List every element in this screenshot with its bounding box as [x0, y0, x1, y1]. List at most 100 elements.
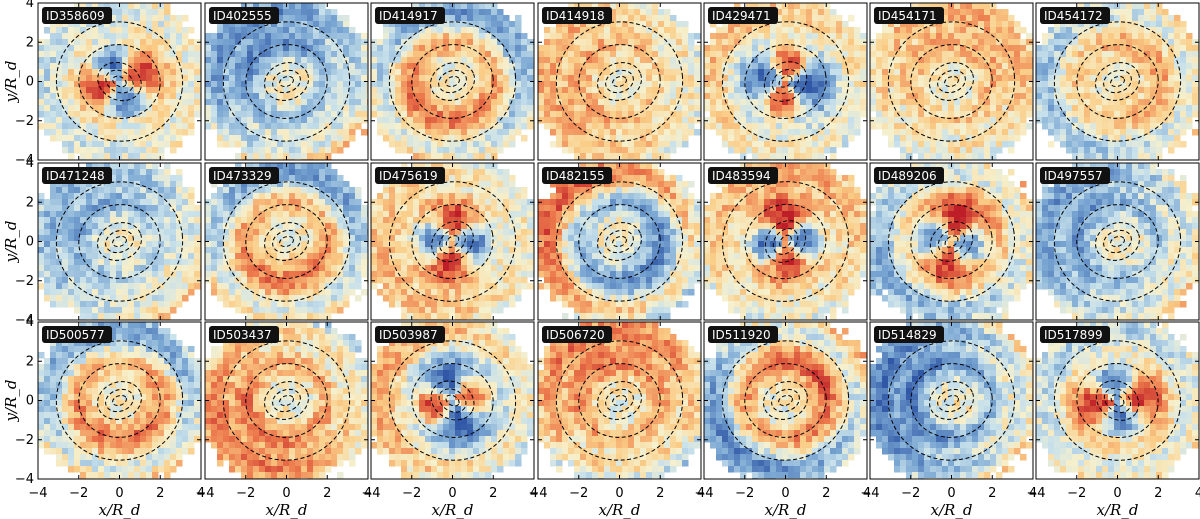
- x-axis-label: x/R_d: [99, 501, 141, 519]
- contour: [910, 204, 993, 279]
- x-tick-label: −4: [28, 486, 47, 501]
- contour: [578, 204, 661, 279]
- panel-id-text: ID454172: [1044, 9, 1103, 23]
- x-tick-label: 0: [1113, 486, 1121, 501]
- contour: [445, 235, 460, 248]
- panel-id-label: ID482155: [542, 167, 612, 184]
- y-tick-label: −4: [15, 472, 34, 487]
- panel-ID402555: ID402555: [204, 2, 369, 161]
- y-tick-label: −2: [15, 433, 34, 448]
- x-tick-label: −4: [195, 486, 214, 501]
- contour: [764, 220, 807, 263]
- contour: [279, 235, 294, 248]
- panel-ID514829: ID514829: [869, 321, 1034, 480]
- x-tick-label: 4: [197, 486, 205, 501]
- panel-id-label: ID454171: [874, 7, 944, 24]
- panel-id-text: ID473329: [213, 169, 272, 183]
- contour: [555, 340, 684, 461]
- panel-ID503987: ID503987: [370, 321, 535, 480]
- x-axis-label: x/R_d: [432, 501, 474, 519]
- panel-ID429471: ID429471: [703, 2, 868, 161]
- contour: [445, 394, 460, 407]
- y-axis-label: y/R_d: [2, 61, 20, 104]
- contour: [612, 75, 627, 88]
- contour: [1053, 340, 1182, 461]
- panel-id-label: ID414917: [375, 7, 445, 24]
- contour: [944, 75, 959, 88]
- x-tick-label: −4: [694, 486, 713, 501]
- x-tick-label: −4: [528, 486, 547, 501]
- panel-ID517899: ID517899: [1035, 321, 1200, 480]
- panel-id-label: ID503437: [209, 326, 279, 343]
- panel-ID414917: ID414917: [370, 2, 535, 161]
- contour: [78, 204, 161, 279]
- contour: [1053, 181, 1182, 302]
- contour: [555, 181, 684, 302]
- contour: [55, 21, 184, 142]
- x-tick-label: −4: [860, 486, 879, 501]
- panel-id-label: ID475619: [375, 167, 445, 184]
- y-tick-label: 2: [26, 35, 34, 50]
- x-tick-label: 2: [1154, 486, 1162, 501]
- contour: [1076, 363, 1159, 438]
- panel-ID454172: ID454172: [1035, 2, 1200, 161]
- panel-id-text: ID414917: [379, 9, 438, 23]
- y-axis-label: y/R_d: [2, 221, 20, 264]
- x-tick-label: −2: [901, 486, 920, 501]
- contour: [1103, 229, 1132, 254]
- x-tick-label: 0: [448, 486, 456, 501]
- panel-ID506720: ID506720: [537, 321, 702, 480]
- x-tick-label: 2: [822, 486, 830, 501]
- contour: [272, 69, 301, 94]
- contour: [929, 381, 974, 420]
- panel-ID489206: ID489206: [869, 162, 1034, 321]
- contour: [605, 69, 634, 94]
- contour: [245, 204, 328, 279]
- x-tick-label: 4: [1029, 486, 1037, 501]
- x-tick-label: 0: [781, 486, 789, 501]
- panel-id-text: ID483594: [712, 169, 771, 183]
- panel-id-label: ID514829: [874, 326, 944, 343]
- panel-id-text: ID402555: [213, 9, 272, 23]
- contour: [763, 381, 808, 420]
- x-tick-label: 0: [947, 486, 955, 501]
- contour: [279, 394, 294, 407]
- x-tick-label: 2: [323, 486, 331, 501]
- y-axis-label: y/R_d: [2, 380, 20, 423]
- y-tick-label: −2: [15, 274, 34, 289]
- contour: [411, 363, 494, 438]
- contour: [222, 340, 351, 461]
- y-tick-label: 0: [26, 394, 34, 409]
- panel-id-text: ID503437: [213, 328, 272, 342]
- panel-ID475619: ID475619: [370, 162, 535, 321]
- x-tick-label: 0: [615, 486, 623, 501]
- panel-id-label: ID500577: [42, 326, 112, 343]
- panel-ID358609: ID358609: [37, 2, 202, 161]
- x-tick-label: −4: [361, 486, 380, 501]
- contour: [605, 388, 634, 413]
- contour: [605, 229, 634, 254]
- panel-id-label: ID489206: [874, 167, 944, 184]
- panel-id-label: ID454172: [1040, 7, 1110, 24]
- x-tick-label: −2: [735, 486, 754, 501]
- x-tick-label: 4: [697, 486, 705, 501]
- x-axis-label: x/R_d: [599, 501, 641, 519]
- x-tick-label: −2: [236, 486, 255, 501]
- contour: [910, 44, 993, 119]
- contour: [1103, 388, 1132, 413]
- x-tick-label: 4: [364, 486, 372, 501]
- x-tick-label: 2: [656, 486, 664, 501]
- contour: [439, 228, 466, 255]
- contour: [105, 388, 134, 413]
- x-axis-label: x/R_d: [266, 501, 308, 519]
- contour: [578, 363, 661, 438]
- panel-ID471248: ID471248: [37, 162, 202, 321]
- contour: [222, 181, 351, 302]
- contour: [721, 340, 850, 461]
- contour: [597, 62, 642, 101]
- panel-ID503437: ID503437: [204, 321, 369, 480]
- panel-ID497557: ID497557: [1035, 162, 1200, 321]
- x-tick-label: 2: [489, 486, 497, 501]
- contour: [245, 363, 328, 438]
